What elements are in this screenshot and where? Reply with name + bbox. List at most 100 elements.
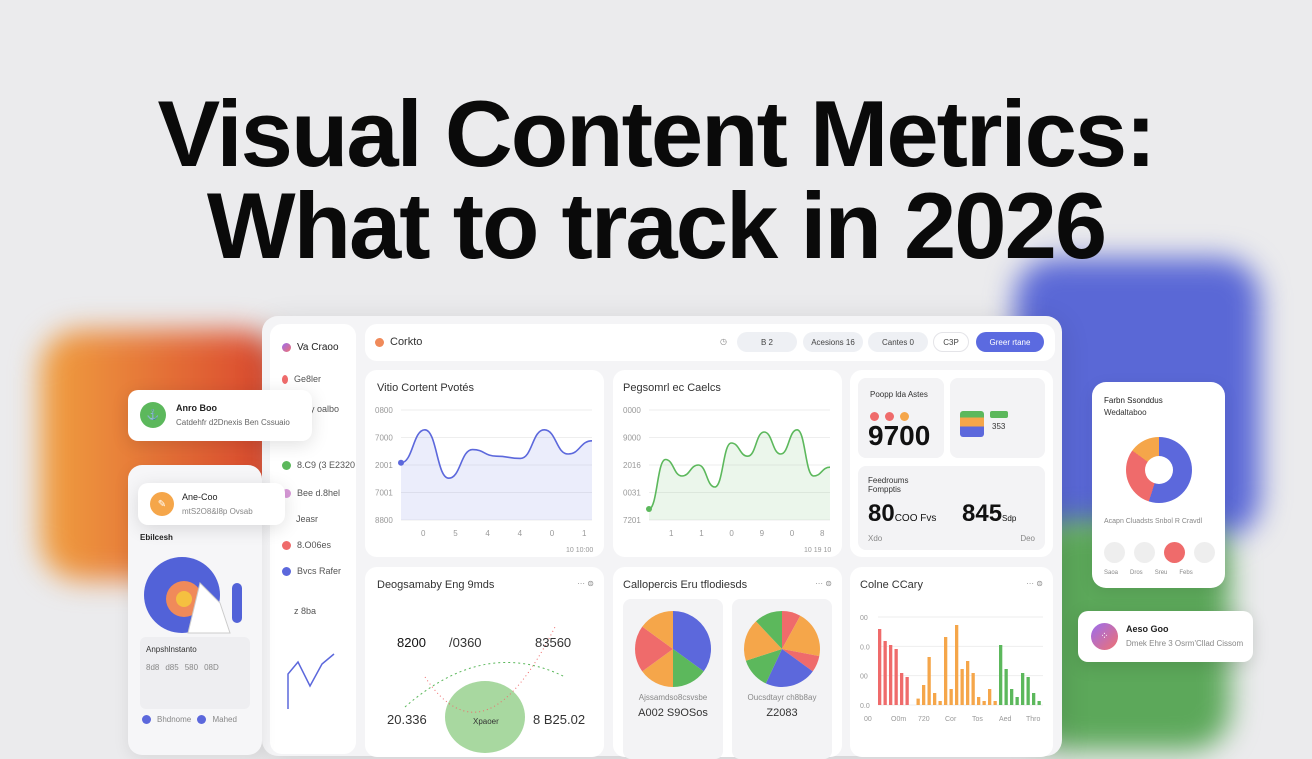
bar — [889, 645, 893, 705]
bar — [922, 685, 926, 705]
right-phone: Farbn Ssonddus Wedaltaboo Acapn Cluadsts… — [1092, 382, 1225, 588]
bar — [999, 645, 1003, 705]
bar — [971, 673, 975, 705]
bar — [878, 629, 882, 705]
chart-footer: 10 19 10 — [804, 547, 831, 554]
notification-card[interactable]: ⚓ Anro Boo Catdehfr d2Dnexis Ben Cssuaio — [128, 390, 312, 441]
y-tick-label: 7001 — [375, 489, 393, 498]
pie-slice — [673, 649, 704, 687]
pie-slice — [673, 611, 711, 672]
notification-card[interactable]: ⁘ Aeso Goo Dmek Ehre 3 Osrm'Cllad Cissom — [1078, 611, 1253, 662]
map-card: Deogsamaby Eng 9mds ··· ⊜ 8200 /0360 835… — [365, 567, 604, 757]
x-tick-label: 1 — [582, 529, 587, 538]
y-tick-label: 7201 — [623, 516, 641, 525]
line-chart-2: 0000 9000 2016 0031 7201 1 1 0 9 0 8 10 19 10 — [623, 406, 831, 554]
notification-card[interactable]: ✎ Ane-Coo mtS2O8&l8p Ovsab — [138, 483, 285, 525]
x-tick-label: O0m — [891, 716, 906, 723]
avatar: ⚓ — [140, 402, 166, 428]
bar — [993, 701, 997, 705]
bar — [988, 689, 992, 705]
series-line — [648, 428, 831, 510]
pies-card: Callopercis Eru tflodiesds ··· ⊜ Ajssamd… — [613, 567, 842, 759]
x-tick-label: 5 — [453, 529, 458, 538]
bar-chart-card: Colne CCary ··· ⊜ 00 0.0 00 0.0 00 O0m 720 Cor T… — [850, 567, 1053, 757]
pie-slice — [744, 621, 782, 661]
x-tick-label: 8 — [820, 529, 825, 538]
card-stack-icon — [960, 411, 984, 437]
x-tick-label: 1 — [669, 529, 674, 538]
pie-slice — [782, 615, 820, 657]
action-button[interactable] — [1194, 542, 1215, 563]
toolbar-pill[interactable]: C3P — [933, 332, 969, 352]
y-tick-label: 2016 — [623, 461, 641, 470]
card-title: Callopercis Eru tflodiesds — [623, 579, 748, 591]
bar — [966, 661, 970, 705]
bar — [916, 698, 920, 705]
sidebar-item[interactable]: Jeasr — [296, 514, 319, 524]
y-tick-label: 0031 — [623, 489, 641, 498]
pie-slice — [642, 649, 673, 687]
sidebar-item[interactable]: y oalbo — [310, 404, 340, 414]
top-bar: Corkto ◷ B 2 Acesions 16 Cantes 0 C3P Gr… — [365, 324, 1055, 361]
x-tick-label: Aed — [999, 716, 1012, 723]
more-icon[interactable]: ··· ⊜ — [1026, 579, 1043, 588]
toolbar-pill[interactable]: B 2 — [737, 332, 797, 352]
sidebar: Va Craoo Ge8ler y oalbo 8.C9 (3 E2320 Be… — [270, 324, 356, 754]
brand: Va Craoo — [297, 342, 339, 353]
bar — [933, 693, 937, 705]
y-tick-label: 0000 — [623, 406, 641, 415]
bar — [1026, 677, 1030, 705]
pie-chart-1 — [635, 611, 711, 687]
x-tick-label: 0 — [790, 529, 795, 538]
pie-slice — [782, 649, 820, 672]
y-tick-label: 00 — [860, 674, 868, 681]
x-tick-label: 0 — [550, 529, 555, 538]
y-tick-label: 9000 — [623, 434, 641, 443]
bar — [927, 657, 931, 705]
sidebar-item[interactable]: z 8ba — [294, 606, 317, 616]
pie-slice — [782, 611, 801, 649]
action-button[interactable] — [1134, 542, 1155, 563]
action-button[interactable] — [1164, 542, 1185, 563]
sidebar-item[interactable]: Bee d.8hel — [282, 488, 340, 499]
donut-chart — [1126, 437, 1192, 503]
avatar: ✎ — [150, 492, 174, 516]
apps-icon: ⁘ — [1091, 623, 1118, 650]
x-tick-label: 4 — [485, 529, 490, 538]
data-point — [646, 506, 652, 512]
x-tick-label: 0 — [729, 529, 734, 538]
bar — [938, 701, 942, 705]
toolbar-pill[interactable]: Acesions 16 — [803, 332, 863, 352]
bar — [905, 677, 909, 705]
x-tick-label: 720 — [918, 716, 930, 723]
sidebar-item[interactable]: Bvcs Rafer — [282, 566, 341, 577]
sidebar-item[interactable]: Ge8ler — [282, 374, 321, 385]
cta-button[interactable]: Greer rtane — [976, 332, 1044, 352]
y-tick-label: 0.0 — [860, 644, 870, 651]
more-icon[interactable]: ··· ⊜ — [577, 579, 594, 588]
bar — [894, 649, 898, 705]
page-title: Corkto — [390, 336, 423, 348]
y-tick-label: 0.0 — [860, 703, 870, 710]
toolbar-pill[interactable]: Cantes 0 — [868, 332, 928, 352]
action-button[interactable] — [1104, 542, 1125, 563]
chart-footer: 10 10:00 — [566, 547, 593, 554]
line-chart-1: 0800 7000 2001 7001 8800 0 5 4 4 0 1 10 10:00 — [375, 406, 593, 554]
headline: Visual Content Metrics: What to track in … — [157, 81, 1157, 278]
bar — [1032, 693, 1036, 705]
line-area — [401, 429, 592, 520]
sidebar-item[interactable]: 8.C9 (3 E2320 — [282, 460, 355, 471]
x-tick-label: Cor — [945, 716, 957, 723]
bar — [955, 625, 959, 705]
x-tick-label: 0 — [421, 529, 426, 538]
clock-icon[interactable]: ◷ — [720, 337, 727, 346]
dashboard-window: Va Craoo Ge8ler y oalbo 8.C9 (3 E2320 Be… — [262, 316, 1062, 759]
sidebar-item[interactable]: 8.O06es — [282, 540, 331, 551]
bar — [900, 673, 904, 705]
card-title: Colne CCary — [860, 579, 923, 591]
y-tick-label: 00 — [860, 615, 868, 622]
x-tick-label: 4 — [518, 529, 523, 538]
pie-slice — [635, 626, 673, 672]
more-icon[interactable]: ··· ⊜ — [815, 579, 832, 588]
x-tick-label: Tos — [972, 716, 983, 723]
